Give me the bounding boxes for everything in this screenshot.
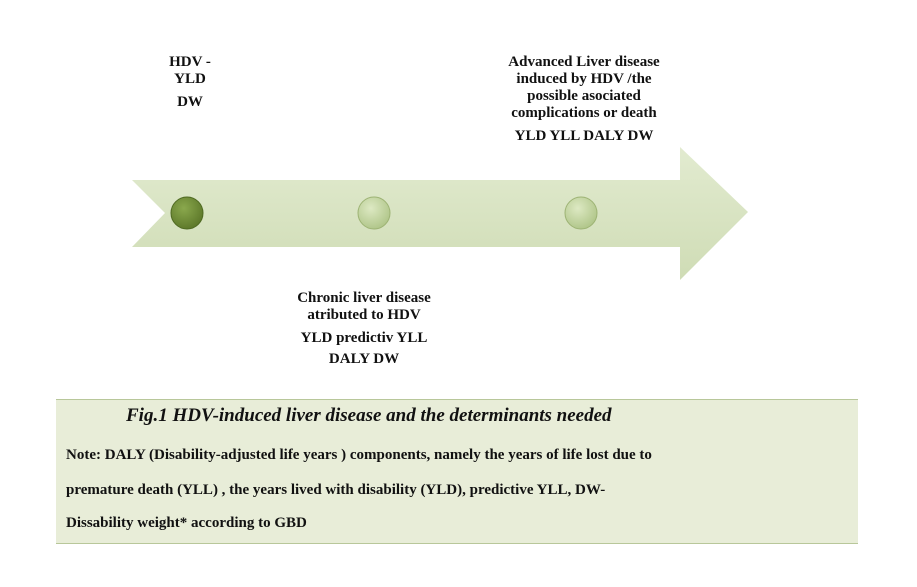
stage-3-line: possible asociated <box>527 88 641 104</box>
arrow-shape <box>132 147 748 280</box>
note-line: premature death (YLL) , the years lived … <box>66 482 606 498</box>
note-line: Note: DALY (Disability-adjusted life yea… <box>66 447 652 463</box>
note-line: Dissability weight* according to GBD <box>66 515 307 531</box>
stage-3-dot <box>564 196 598 230</box>
stage-1-line: YLD <box>174 71 206 87</box>
stage-2-label: Chronic liver disease atributed to HDV Y… <box>262 290 466 370</box>
stage-2-metrics: YLD predictiv YLL DALY DW <box>262 328 466 370</box>
stage-3-label: Advanced Liver disease induced by HDV /t… <box>483 54 685 145</box>
stage-3-line: complications or death <box>511 105 657 121</box>
stage-1-metrics: DW <box>177 94 203 110</box>
caption-box: Fig.1 HDV-induced liver disease and the … <box>56 399 858 544</box>
stage-3-line: Advanced Liver disease <box>508 54 660 70</box>
stage-2-line: atributed to HDV <box>307 307 421 323</box>
stage-1-label: HDV - YLD DW <box>140 54 240 111</box>
stage-1-dot <box>170 196 204 230</box>
stage-2-line: Chronic liver disease <box>297 290 431 306</box>
stage-2-dot <box>357 196 391 230</box>
figure-title: Fig.1 HDV-induced liver disease and the … <box>126 405 612 426</box>
stage-2-metrics-line: YLD predictiv YLL <box>300 330 428 346</box>
stage-2-metrics-line: DALY DW <box>328 351 400 367</box>
stage-1-line: HDV - <box>169 54 211 70</box>
stage-3-line: induced by HDV /the <box>516 71 652 87</box>
stage-3-metrics: YLD YLL DALY DW <box>514 128 654 144</box>
